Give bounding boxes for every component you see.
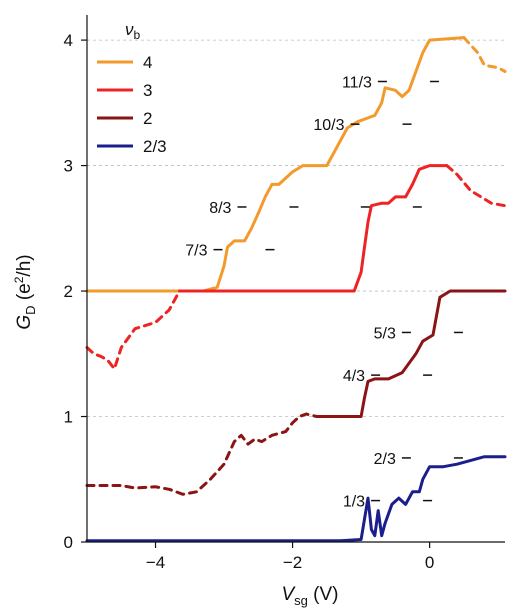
x-tick-label--4: −4 [146,553,165,572]
y-tick-label-2: 2 [64,282,73,301]
y-axis-label-main: G [14,315,35,330]
series-0-solid-line [85,36,466,293]
annotation-label-6: 4/3 [343,368,365,385]
series-1-solid-line [178,164,449,293]
y-tick-label-4: 4 [64,31,73,50]
series-1-dashed-line [85,289,181,371]
x-axis-label-main: V [281,584,296,605]
annotation-label-3: 7/3 [185,243,207,260]
series-1 [85,164,507,371]
y-axis-label-sub: D [23,305,38,314]
y-tick-label-1: 1 [64,408,73,427]
annotation-label-2: 8/3 [209,200,231,217]
annotation-label-0: 11/3 [342,75,372,92]
series-0-dashed-line [462,36,507,73]
series-1-dashed2-line [445,164,507,208]
y-axis-label-unit-post: /h) [14,254,35,276]
axes: 0 1 2 3 4 −4 −2 0 [64,15,505,572]
series-layer [85,36,507,543]
annotation-label-5: 5/3 [374,325,396,342]
legend-label-3: 2/3 [143,137,167,156]
series-2 [85,289,507,496]
y-axis-label: GD (e2/h) [12,254,38,329]
series-2-solid-line [315,289,507,418]
annotation-layer: 11/3 10/3 8/3 7/3 5/3 4/3 2/3 1/3 [185,75,463,511]
x-axis-label: Vsg (V) [281,584,338,608]
x-axis-label-unit: (V) [308,584,339,605]
x-tick-label-0: 0 [425,553,434,572]
y-tick-label-3: 3 [64,157,73,176]
legend-label-0: 4 [143,53,152,72]
series-3 [85,455,507,543]
y-axis-label-unit-pre: (e [14,283,35,305]
legend-title: νb [125,20,141,42]
annotation-label-7: 2/3 [374,451,396,468]
x-tick-label--2: −2 [283,553,302,572]
annotation-label-1: 10/3 [313,117,344,134]
legend-label-2: 2 [143,109,152,128]
series-3-solid-line [85,455,507,543]
legend: νb4 3 2 2/3 [97,20,167,156]
y-tick-label-0: 0 [64,533,73,552]
legend-label-1: 3 [143,81,152,100]
series-2-dashed-line [85,412,319,496]
series-0 [85,36,507,293]
x-axis-label-sub: sg [294,593,308,608]
annotation-label-8: 1/3 [343,494,365,511]
y-axis-label-unit-sup: 2 [12,276,26,283]
